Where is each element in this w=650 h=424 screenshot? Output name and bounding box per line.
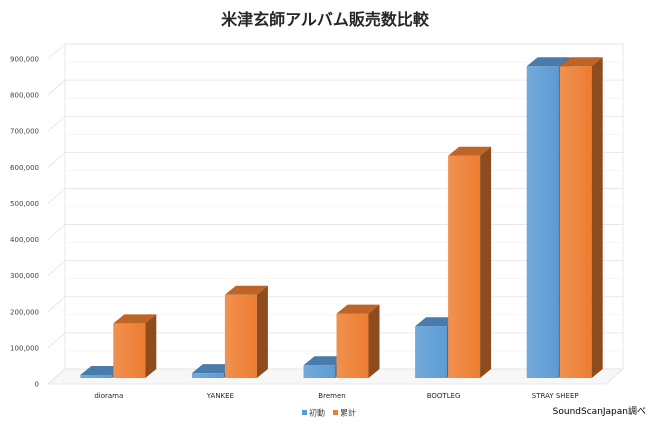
bar-side: [591, 57, 603, 378]
legend-swatch: [302, 410, 307, 415]
y-tick-label: 700,000: [10, 128, 39, 136]
legend: 初動 累計: [302, 408, 356, 418]
gridline-side: [47, 296, 66, 313]
bar-top: [559, 57, 603, 67]
x-axis-categories: diorama YANKEE Bremen BOOTLEG STRAY SHEEP: [94, 392, 578, 400]
bar-front: [415, 326, 448, 378]
bar-top: [191, 364, 235, 374]
bar-累計-BOOTLEG: [448, 146, 492, 378]
bar-top: [80, 365, 124, 375]
bar-front: [559, 66, 592, 378]
bar-side: [480, 146, 492, 378]
y-tick-label: 0: [35, 381, 39, 389]
bar-front: [113, 323, 146, 378]
gridline-side: [47, 43, 66, 60]
legend-item: 初動: [302, 408, 325, 418]
x-category-label: Bremen: [318, 392, 345, 400]
bar-front: [303, 365, 336, 378]
bar-front: [191, 373, 224, 378]
y-tick-label: 100,000: [10, 344, 39, 352]
legend-label: 初動: [309, 408, 325, 418]
x-category-label: YANKEE: [206, 392, 234, 400]
legend-swatch: [333, 410, 338, 415]
bar-累計-STRAY SHEEP: [559, 57, 603, 378]
bar-front: [224, 294, 257, 378]
gridline-side: [47, 152, 66, 168]
bar-front: [336, 313, 369, 378]
gridline-side: [47, 79, 66, 96]
bar-side: [256, 285, 268, 378]
bar-top: [336, 304, 380, 314]
y-axis-ticks: 0 100,000 200,000 300,000 400,000 500,000 600,…: [10, 56, 39, 389]
legend-item: 累計: [333, 408, 356, 418]
bar-top: [526, 57, 570, 67]
chart-title: 米津玄師アルバム販売数比較: [221, 10, 430, 29]
bar-side: [145, 314, 157, 378]
gridline-side: [47, 260, 66, 276]
gridline-side: [47, 368, 66, 385]
bar-top: [303, 356, 347, 366]
gridline-side: [47, 332, 66, 349]
gridline-side: [47, 115, 66, 132]
bar-累計-diorama: [113, 314, 157, 378]
legend-label: 累計: [340, 408, 356, 418]
y-tick-label: 600,000: [10, 164, 39, 172]
gridline-side: [47, 224, 66, 240]
x-category-label: BOOTLEG: [427, 392, 461, 400]
bar-累計-YANKEE: [224, 285, 268, 378]
y-tick-label: 300,000: [10, 272, 39, 280]
y-tick-label: 500,000: [10, 200, 39, 208]
y-tick-label: 200,000: [10, 308, 39, 316]
bars: [80, 57, 603, 378]
y-tick-label: 400,000: [10, 236, 39, 244]
gridline-side: [47, 188, 66, 204]
bar-top: [113, 314, 157, 324]
bar-front: [448, 155, 481, 378]
bar-top: [224, 285, 268, 295]
bar-side: [368, 304, 380, 378]
bar-top: [448, 146, 492, 156]
bar-front: [80, 374, 113, 378]
x-category-label: diorama: [94, 392, 123, 400]
bar-累計-Bremen: [336, 304, 380, 378]
y-tick-label: 800,000: [10, 92, 39, 100]
bar-front: [526, 66, 559, 378]
y-tick-label: 900,000: [10, 56, 39, 64]
x-category-label: STRAY SHEEP: [532, 392, 579, 400]
source-note: SoundScanJapan調べ: [553, 405, 646, 417]
bar-top: [415, 317, 459, 327]
